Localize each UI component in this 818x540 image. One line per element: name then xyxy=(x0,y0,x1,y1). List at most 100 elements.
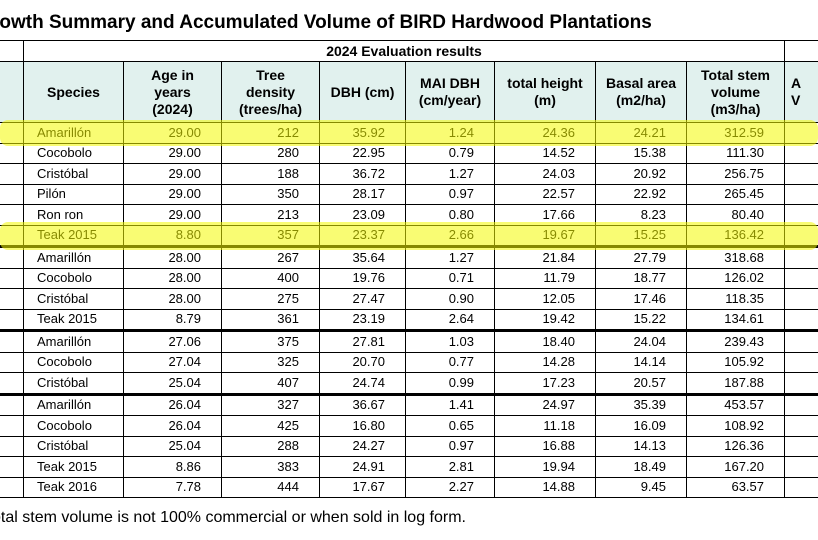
blank-cell xyxy=(784,392,818,416)
age-cell: 27.06 xyxy=(123,329,222,353)
blank-cell xyxy=(0,122,24,144)
height-cell: 11.18 xyxy=(494,415,596,437)
density-cell: 288 xyxy=(221,435,320,457)
species-cell: Cocobolo xyxy=(23,142,124,164)
total-stem-volume-header: Total stem volume (m3/ha) xyxy=(685,61,786,123)
species-header: Species xyxy=(23,61,124,123)
table-row: Amarillón 28.00 267 35.64 1.27 21.84 27.79 318.… xyxy=(0,245,818,269)
basal-cell: 8.23 xyxy=(595,204,687,226)
blank-cell xyxy=(0,267,24,289)
basal-cell: 18.77 xyxy=(595,267,687,289)
blank-cell xyxy=(0,415,24,437)
density-cell: 350 xyxy=(221,183,320,205)
basal-cell: 9.45 xyxy=(595,476,687,498)
height-cell: 14.88 xyxy=(494,476,596,498)
blank-cell xyxy=(784,435,818,457)
table-row: Teak 2016 7.78 444 17.67 2.27 14.88 9.45 63.57 xyxy=(0,476,818,498)
species-cell: Amarillón xyxy=(23,245,124,269)
volume-cell: 63.57 xyxy=(685,476,786,498)
volume-cell: 136.42 xyxy=(685,224,786,247)
age-header: Age in years (2024) xyxy=(123,61,222,123)
age-cell: 8.86 xyxy=(123,456,222,478)
density-cell: 375 xyxy=(221,329,320,353)
mai-cell: 2.64 xyxy=(405,308,495,331)
age-cell: 29.00 xyxy=(123,183,222,205)
table-row: Teak 2015 8.86 383 24.91 2.81 19.94 18.49 167.2… xyxy=(0,456,818,478)
table-row: Teak 2015 8.79 361 23.19 2.64 19.42 15.22 134.6… xyxy=(0,308,818,331)
dbh-cell: 17.67 xyxy=(319,476,406,498)
table-row: Amarillón 27.06 375 27.81 1.03 18.40 24.04 239.… xyxy=(0,329,818,353)
density-cell: 188 xyxy=(221,163,320,185)
dbh-cell: 24.91 xyxy=(319,456,406,478)
mai-cell: 2.66 xyxy=(405,224,495,247)
table-title: rowth Summary and Accumulated Volume of … xyxy=(0,12,652,33)
basal-cell: 17.46 xyxy=(595,288,687,310)
mai-cell: 1.27 xyxy=(405,163,495,185)
age-cell: 27.04 xyxy=(123,351,222,373)
blank-cell xyxy=(784,183,818,205)
blank-cell xyxy=(784,267,818,289)
mai-cell: 0.71 xyxy=(405,267,495,289)
age-cell: 26.04 xyxy=(123,415,222,437)
volume-cell: 265.45 xyxy=(685,183,786,205)
mai-cell: 1.24 xyxy=(405,122,495,144)
density-cell: 400 xyxy=(221,267,320,289)
density-cell: 325 xyxy=(221,351,320,373)
volume-cell: 167.20 xyxy=(685,456,786,478)
volume-cell: 453.57 xyxy=(685,392,786,416)
volume-cell: 126.36 xyxy=(685,435,786,457)
column-header-row: Species Age in years (2024) Tree density (tr… xyxy=(0,61,818,123)
dbh-cell: 16.80 xyxy=(319,415,406,437)
species-cell: Teak 2016 xyxy=(23,476,124,498)
species-cell: Teak 2015 xyxy=(23,456,124,478)
species-cell: Amarillón xyxy=(23,329,124,353)
height-cell: 11.79 xyxy=(494,267,596,289)
blank-cell xyxy=(0,392,24,416)
blank-cell xyxy=(784,456,818,478)
basal-cell: 35.39 xyxy=(595,392,687,416)
blank-cell xyxy=(784,415,818,437)
tree-density-header: Tree density (trees/ha) xyxy=(221,61,320,123)
species-cell: Pilón xyxy=(23,183,124,205)
species-cell: Teak 2015 xyxy=(23,308,124,331)
blank-cell xyxy=(784,329,818,353)
mai-dbh-header: MAI DBH (cm/year) xyxy=(405,61,495,123)
dbh-cell: 27.81 xyxy=(319,329,406,353)
height-cell: 14.52 xyxy=(494,142,596,164)
blank-cell xyxy=(784,163,818,185)
density-cell: 327 xyxy=(221,392,320,416)
height-cell: 17.23 xyxy=(494,372,596,395)
age-cell: 29.00 xyxy=(123,122,222,144)
basal-cell: 24.21 xyxy=(595,122,687,144)
blank-cell xyxy=(0,329,24,353)
blank-cell xyxy=(784,142,818,164)
table-row: Cristóbal 28.00 275 27.47 0.90 12.05 17.46 118.… xyxy=(0,288,818,310)
height-cell: 24.03 xyxy=(494,163,596,185)
table-row: Cocobolo 26.04 425 16.80 0.65 11.18 16.09 108.9… xyxy=(0,415,818,437)
blank-cell xyxy=(784,245,818,269)
age-cell: 7.78 xyxy=(123,476,222,498)
height-cell: 21.84 xyxy=(494,245,596,269)
dbh-cell: 22.95 xyxy=(319,142,406,164)
dbh-cell: 28.17 xyxy=(319,183,406,205)
mai-cell: 0.97 xyxy=(405,435,495,457)
density-cell: 361 xyxy=(221,308,320,331)
volume-cell: 126.02 xyxy=(685,267,786,289)
dbh-cell: 35.92 xyxy=(319,122,406,144)
blank-cell xyxy=(784,122,818,144)
species-cell: Teak 2015 xyxy=(23,224,124,247)
species-cell: Cristóbal xyxy=(23,435,124,457)
species-cell: Cristóbal xyxy=(23,288,124,310)
density-cell: 267 xyxy=(221,245,320,269)
species-cell: Cristóbal xyxy=(23,163,124,185)
volume-cell: 318.68 xyxy=(685,245,786,269)
height-cell: 22.57 xyxy=(494,183,596,205)
height-cell: 16.88 xyxy=(494,435,596,457)
age-cell: 26.04 xyxy=(123,392,222,416)
age-cell: 25.04 xyxy=(123,372,222,395)
blank-cell xyxy=(784,351,818,373)
volume-cell: 256.75 xyxy=(685,163,786,185)
density-cell: 425 xyxy=(221,415,320,437)
dbh-cell: 36.72 xyxy=(319,163,406,185)
dbh-cell: 27.47 xyxy=(319,288,406,310)
